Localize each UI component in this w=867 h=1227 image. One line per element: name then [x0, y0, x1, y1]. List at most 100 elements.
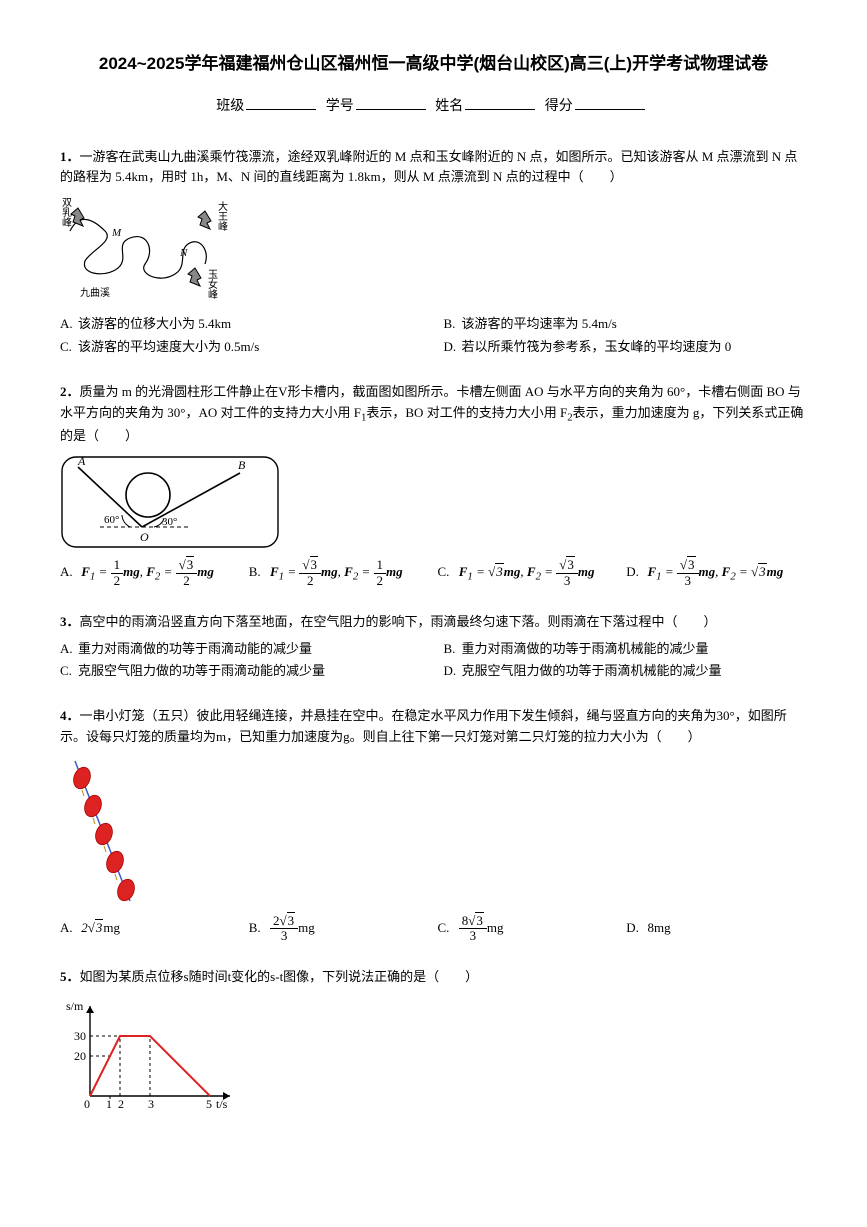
q1-opt-a-text: 该游客的位移大小为 5.4km — [78, 316, 231, 331]
score-blank[interactable] — [575, 95, 645, 110]
q2-text: 2．质量为 m 的光滑圆柱形工件静止在V形卡槽内，截面图如图所示。卡槽左侧面 A… — [60, 382, 807, 448]
q4-num: 4． — [60, 708, 80, 723]
radicand: 3 — [495, 563, 504, 579]
name-blank[interactable] — [465, 95, 535, 110]
q1-opt-c[interactable]: C.该游客的平均速度大小为 0.5m/s — [60, 337, 424, 358]
frac-den: 2 — [374, 574, 387, 588]
radicand: 3 — [310, 556, 319, 572]
header-fields: 班级 学号 姓名 得分 — [60, 95, 807, 118]
q4-options: A. 2√3mg B. 2√33mg C. 8√33mg D. 8mg — [60, 914, 807, 944]
radicand: 3 — [566, 556, 575, 572]
frac-num: 1 — [374, 558, 387, 573]
radicand: 3 — [475, 912, 484, 928]
q3-opt-a[interactable]: A.重力对雨滴做的功等于雨滴动能的减少量 — [60, 639, 424, 660]
q4-opt-c[interactable]: C. 8√33mg — [438, 914, 619, 944]
q1-num: 1． — [60, 149, 80, 164]
question-1: 1．一游客在武夷山九曲溪乘竹筏漂流，途经双乳峰附近的 M 点和玉女峰附近的 N … — [60, 147, 807, 358]
radicand: 3 — [186, 556, 195, 572]
q5-figure: s/m 30 20 0 1 2 3 5 t/s — [60, 996, 807, 1116]
q1-opt-d-text: 若以所乘竹筏为参考系，玉女峰的平均速度为 0 — [462, 339, 732, 354]
score-label: 得分 — [545, 99, 573, 114]
q4-opt-d[interactable]: D. 8mg — [626, 918, 807, 939]
q2-opt-c[interactable]: C. F1 = √3mg, F2 = √33mg — [438, 558, 619, 588]
q2-opt-d[interactable]: D. F1 = √33mg, F2 = √3mg — [626, 558, 807, 588]
frac-den: 3 — [270, 929, 298, 943]
question-2: 2．质量为 m 的光滑圆柱形工件静止在V形卡槽内，截面图如图所示。卡槽左侧面 A… — [60, 382, 807, 588]
q5-x1: 1 — [106, 1097, 112, 1111]
q2-options: A. F1 = 12mg, F2 = √32mg B. F1 = √32mg, … — [60, 558, 807, 588]
q1-body: 一游客在武夷山九曲溪乘竹筏漂流，途经双乳峰附近的 M 点和玉女峰附近的 N 点，… — [60, 149, 797, 185]
frac-den: 2 — [111, 574, 124, 588]
id-blank[interactable] — [356, 95, 426, 110]
id-label: 学号 — [326, 99, 354, 114]
q1-opt-d[interactable]: D.若以所乘竹筏为参考系，玉女峰的平均速度为 0 — [444, 337, 808, 358]
q2-fig-A: A — [77, 455, 86, 468]
frac-den: 3 — [459, 929, 487, 943]
q5-x3: 3 — [148, 1097, 154, 1111]
name-label: 姓名 — [435, 99, 463, 114]
frac-den: 2 — [176, 574, 198, 588]
q3-num: 3． — [60, 614, 80, 629]
q4-figure — [60, 756, 807, 906]
class-blank[interactable] — [246, 95, 316, 110]
q2-opt-b[interactable]: B. F1 = √32mg, F2 = 12mg — [249, 558, 430, 588]
frac-den: 2 — [299, 574, 321, 588]
q1-opt-c-text: 该游客的平均速度大小为 0.5m/s — [78, 339, 259, 354]
q3-opt-c[interactable]: C.克服空气阻力做的功等于雨滴动能的减少量 — [60, 661, 424, 682]
q1-opt-a[interactable]: A.该游客的位移大小为 5.4km — [60, 314, 424, 335]
svg-text:峰: 峰 — [62, 217, 72, 229]
q3-body: 高空中的雨滴沿竖直方向下落至地面，在空气阻力的影响下，雨滴最终匀速下落。则雨滴在… — [80, 614, 717, 629]
svg-text:峰: 峰 — [208, 289, 218, 301]
tail: mg — [103, 920, 120, 935]
q5-ylabel: s/m — [66, 999, 84, 1013]
q5-xlabel: t/s — [216, 1097, 228, 1111]
q1-figure: 双 乳 峰 大 王 峰 九曲溪 玉 女 峰 M N — [60, 196, 807, 306]
q3-opt-b[interactable]: B.重力对雨滴做的功等于雨滴机械能的减少量 — [444, 639, 808, 660]
q2-fig-O: O — [140, 530, 149, 544]
exam-title: 2024~2025学年福建福州仓山区福州恒一高级中学(烟台山校区)高三(上)开学… — [60, 50, 807, 77]
frac-den: 3 — [556, 574, 578, 588]
question-3: 3．高空中的雨滴沿竖直方向下落至地面，在空气阻力的影响下，雨滴最终匀速下落。则雨… — [60, 612, 807, 682]
q3-options: A.重力对雨滴做的功等于雨滴动能的减少量 B.重力对雨滴做的功等于雨滴机械能的减… — [60, 639, 807, 683]
q4-opt-b[interactable]: B. 2√33mg — [249, 914, 430, 944]
frac-num: 1 — [111, 558, 124, 573]
q3-opt-d[interactable]: D.克服空气阻力做的功等于雨滴机械能的减少量 — [444, 661, 808, 682]
q4-opt-a[interactable]: A. 2√3mg — [60, 918, 241, 939]
q1-text: 1．一游客在武夷山九曲溪乘竹筏漂流，途经双乳峰附近的 M 点和玉女峰附近的 N … — [60, 147, 807, 189]
q3-opt-c-text: 克服空气阻力做的功等于雨滴动能的减少量 — [78, 663, 325, 678]
q2-fig-60: 60° — [104, 514, 119, 526]
q1-options: A.该游客的位移大小为 5.4km B.该游客的平均速率为 5.4m/s C.该… — [60, 314, 807, 358]
q3-opt-d-text: 克服空气阻力做的功等于雨滴机械能的减少量 — [462, 663, 722, 678]
q2-fig-30: 30° — [162, 516, 177, 528]
q5-num: 5． — [60, 969, 80, 984]
q3-opt-a-text: 重力对雨滴做的功等于雨滴动能的减少量 — [78, 641, 312, 656]
q3-text: 3．高空中的雨滴沿竖直方向下落至地面，在空气阻力的影响下，雨滴最终匀速下落。则雨… — [60, 612, 807, 633]
q5-body: 如图为某质点位移s随时间t变化的s-t图像，下列说法正确的是（ ） — [80, 969, 479, 984]
q4-body: 一串小灯笼（五只）彼此用轻绳连接，并悬挂在空中。在稳定水平风力作用下发生倾斜，绳… — [60, 708, 787, 744]
radicand: 3 — [687, 556, 696, 572]
radicand: 3 — [758, 563, 767, 579]
q5-x5: 5 — [206, 1097, 212, 1111]
q2-opt-a[interactable]: A. F1 = 12mg, F2 = √32mg — [60, 558, 241, 588]
q2-body2: 表示，BO 对工件的支持力大小用 F — [366, 405, 567, 420]
q2-figure: A B O 60° 30° — [60, 455, 807, 550]
q4-opt-d-text: 8mg — [648, 920, 671, 935]
radicand: 3 — [287, 912, 296, 928]
q1-opt-b[interactable]: B.该游客的平均速率为 5.4m/s — [444, 314, 808, 335]
q5-y20: 20 — [74, 1049, 86, 1063]
svg-text:峰: 峰 — [218, 221, 228, 233]
tail: mg — [298, 920, 315, 935]
q1-opt-b-text: 该游客的平均速率为 5.4m/s — [462, 316, 617, 331]
q5-x2: 2 — [118, 1097, 124, 1111]
q5-y30: 30 — [74, 1029, 86, 1043]
frac-den: 3 — [677, 574, 699, 588]
svg-text:九曲溪: 九曲溪 — [80, 287, 110, 299]
tail: mg — [487, 920, 504, 935]
class-label: 班级 — [216, 99, 244, 114]
q2-fig-B: B — [238, 458, 246, 472]
svg-text:M: M — [111, 227, 122, 239]
q5-text: 5．如图为某质点位移s随时间t变化的s-t图像，下列说法正确的是（ ） — [60, 967, 807, 988]
q2-num: 2． — [60, 384, 80, 399]
question-5: 5．如图为某质点位移s随时间t变化的s-t图像，下列说法正确的是（ ） s/m … — [60, 967, 807, 1116]
svg-text:N: N — [179, 247, 188, 259]
